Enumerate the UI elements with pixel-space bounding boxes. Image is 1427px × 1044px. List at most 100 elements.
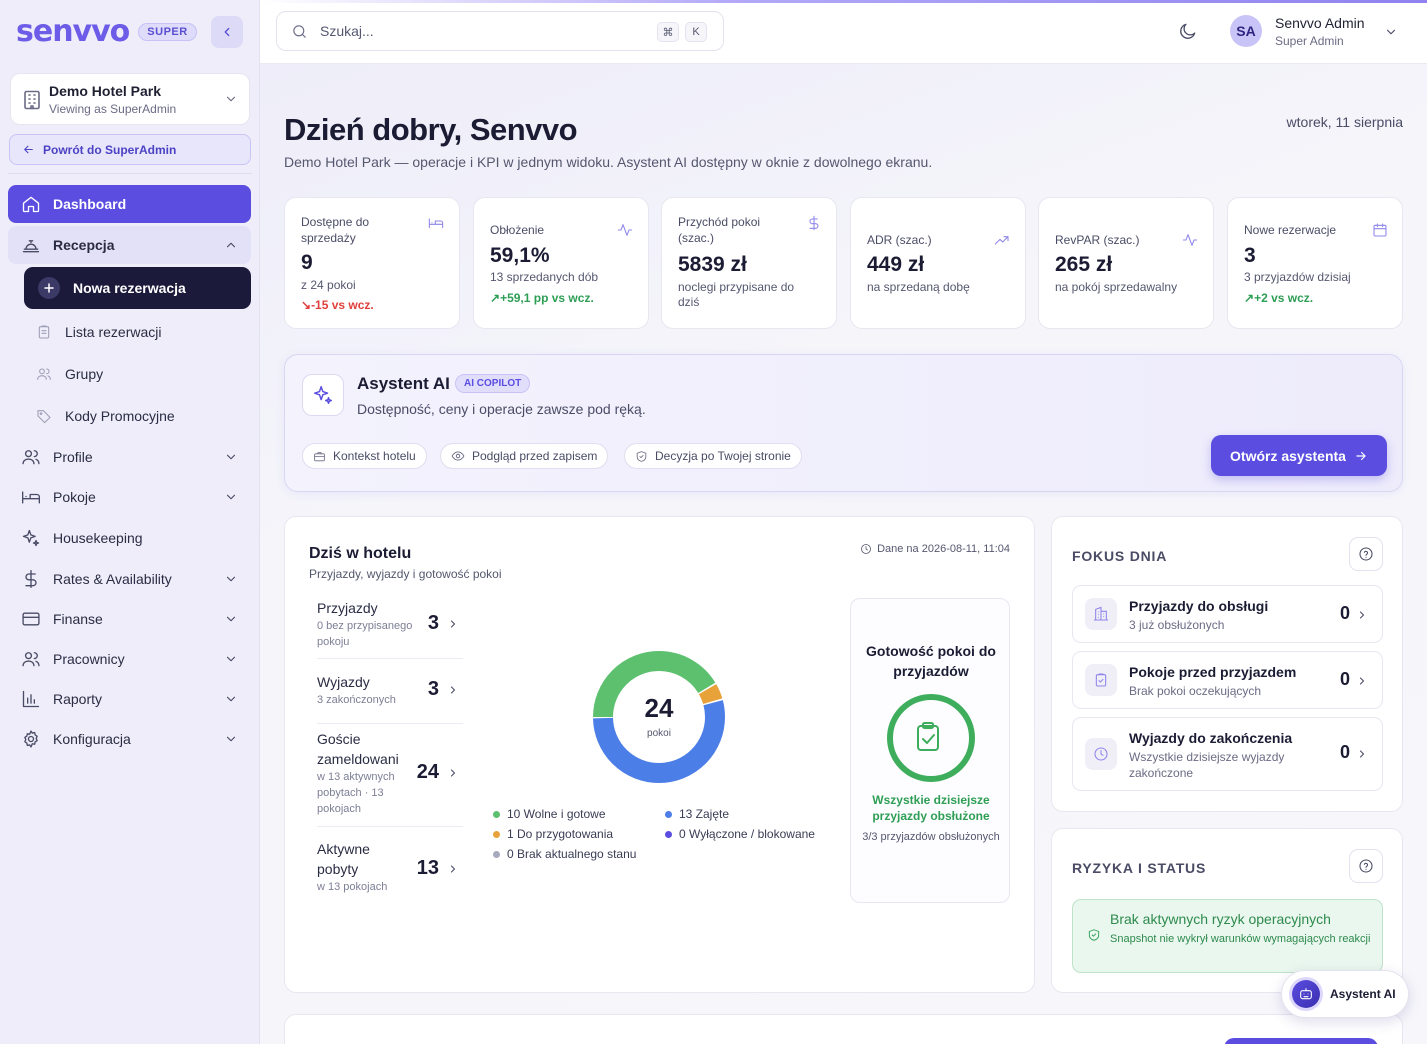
next-card-button[interactable] xyxy=(1224,1038,1378,1044)
focus-departures[interactable]: Wyjazdy do zakończenia Wszystkie dzisiej… xyxy=(1072,717,1383,791)
chevron-right-icon xyxy=(1359,611,1365,619)
help-button[interactable] xyxy=(1349,537,1383,571)
today-in-hotel-card: Dziś w hotelu Przyjazdy, wyjazdy i gotow… xyxy=(284,516,1035,993)
search-input[interactable]: Szukaj... ⌘ K xyxy=(276,11,724,51)
bed-icon xyxy=(22,491,40,504)
floating-assistant-button[interactable]: Asystent AI xyxy=(1281,970,1409,1018)
kpi-label: Obłożenie xyxy=(490,223,545,237)
clipboard-icon xyxy=(38,325,50,339)
calendar-icon xyxy=(1373,223,1387,237)
dollar-icon xyxy=(25,570,37,588)
kpi-value: 5839 zł xyxy=(678,253,747,276)
chevron-down-icon xyxy=(226,576,236,582)
hotel-switcher[interactable]: Demo Hotel Park Viewing as SuperAdmin xyxy=(10,73,250,125)
arrow-left-icon xyxy=(24,145,33,154)
hotel-viewing-as: Viewing as SuperAdmin xyxy=(49,102,177,116)
back-to-superadmin-label: Powrót do SuperAdmin xyxy=(43,142,177,157)
kpi-new-reservations[interactable]: Nowe rezerwacje 3 3 przyjazdów dzisiaj ↗… xyxy=(1227,197,1403,329)
ai-description: Dostępność, ceny i operacje zawsze pod r… xyxy=(357,401,646,417)
chevron-down-icon xyxy=(226,494,236,500)
nav-pokoje[interactable]: Pokoje xyxy=(8,478,251,516)
kpi-revpar[interactable]: RevPAR (szac.) 265 zł na pokój sprzedawa… xyxy=(1038,197,1214,329)
main-content: Dzień dobry, Senvvo Demo Hotel Park — op… xyxy=(260,64,1427,1044)
room-status-donut xyxy=(593,651,725,783)
arrow-right-icon xyxy=(1356,451,1366,460)
new-reservation-button[interactable]: Nowa rezerwacja xyxy=(24,267,251,309)
user-name[interactable]: Senvvo Admin xyxy=(1275,15,1365,31)
chip-preview: Podgląd przed zapisem xyxy=(440,443,609,469)
users-icon xyxy=(22,450,40,465)
moon-icon[interactable] xyxy=(1178,21,1198,41)
stat-checked-in-guests[interactable]: Goście zameldowani w 13 aktywnych pobyta… xyxy=(317,729,463,819)
shield-check-icon xyxy=(636,450,647,462)
kpi-available[interactable]: Dostępne do sprzedaży 9 z 24 pokoi ↘-15 … xyxy=(284,197,460,329)
activity-icon xyxy=(617,224,633,236)
nav-finanse[interactable]: Finanse xyxy=(8,600,251,638)
chevron-down-icon xyxy=(226,616,236,622)
collapse-sidebar-button[interactable] xyxy=(211,16,243,48)
room-readiness-card: Gotowość pokoi do przyjazdów Wszystkie d… xyxy=(850,598,1010,903)
nav-raporty[interactable]: Raporty xyxy=(8,680,251,718)
chevron-right-icon xyxy=(450,620,456,628)
nav-housekeeping-label: Housekeeping xyxy=(53,530,143,546)
nav-pokoje-label: Pokoje xyxy=(53,489,96,505)
chevron-right-icon xyxy=(1359,677,1365,685)
legend-blocked: 0 Wyłączone / blokowane xyxy=(665,827,815,841)
sparkles-icon xyxy=(22,529,40,547)
kpi-sub: z 24 pokoi xyxy=(301,278,356,292)
donut-slice-wolne-i-gotowe[interactable] xyxy=(593,651,725,783)
kpi-occupancy[interactable]: Obłożenie 59,1% 13 sprzedanych dób ↗+59,… xyxy=(473,197,649,329)
focus-rooms-before-arrival[interactable]: Pokoje przed przyjazdem Brak pokoi oczek… xyxy=(1072,651,1383,709)
nav-dashboard-label: Dashboard xyxy=(53,196,127,212)
ai-title: Asystent AI xyxy=(357,374,450,393)
open-assistant-button[interactable]: Otwórz asystenta xyxy=(1211,435,1387,476)
activity-icon xyxy=(1182,234,1198,246)
donut-slice-zajęte[interactable] xyxy=(593,651,725,783)
ai-copilot-badge: AI COPILOT xyxy=(455,374,531,393)
nav-housekeeping[interactable]: Housekeeping xyxy=(8,519,251,557)
hotel-name: Demo Hotel Park xyxy=(49,83,162,99)
divider xyxy=(317,826,463,827)
focus-of-day-card: FOKUS DNIA Przyjazdy do obsługi 3 już ob… xyxy=(1051,516,1403,812)
kpi-value: 265 zł xyxy=(1055,253,1113,276)
nav-konfiguracja[interactable]: Konfiguracja xyxy=(8,720,251,758)
bot-icon xyxy=(1292,980,1320,1008)
stat-arrivals[interactable]: Przyjazdy 0 bez przypisanego pokoju 3 xyxy=(317,598,463,650)
nav-recepcja[interactable]: Recepcja xyxy=(8,226,251,264)
nav-reservation-list[interactable]: Lista rezerwacji xyxy=(36,314,161,350)
readiness-count: 3/3 przyjazdów obsłużonych xyxy=(862,831,1000,843)
bell-icon xyxy=(22,240,40,253)
focus-arrivals[interactable]: Przyjazdy do obsługi 3 już obsłużonych 0 xyxy=(1072,585,1383,643)
nav-profile[interactable]: Profile xyxy=(8,438,251,476)
stat-departures[interactable]: Wyjazdy 3 zakończonych 3 xyxy=(317,672,463,712)
kpi-value: 9 xyxy=(301,251,313,274)
help-circle-icon xyxy=(1359,547,1373,561)
gear-icon xyxy=(24,730,38,748)
kpi-room-revenue[interactable]: Przychód pokoi (szac.) 5839 zł noclegi p… xyxy=(661,197,837,329)
kpi-delta: ↗+59,1 pp vs wcz. xyxy=(490,291,594,305)
kpi-value: 3 xyxy=(1244,244,1256,267)
kpi-adr[interactable]: ADR (szac.) 449 zł na sprzedaną dobę xyxy=(850,197,1026,329)
stat-value: 13 xyxy=(416,857,439,879)
bed-icon xyxy=(428,218,444,229)
nav-rates-availability[interactable]: Rates & Availability xyxy=(8,560,251,598)
kpi-sub: na pokój sprzedawalny xyxy=(1055,280,1178,294)
stat-active-stays[interactable]: Aktywne pobyty w 13 pokojach 13 xyxy=(317,839,463,895)
chevron-down-icon[interactable] xyxy=(1384,25,1398,39)
avatar[interactable]: SA xyxy=(1230,15,1262,47)
donut-label: pokoi xyxy=(647,728,671,739)
nav-promo-codes[interactable]: Kody Promocyjne xyxy=(36,398,175,434)
logo[interactable]: senvvo xyxy=(16,14,130,49)
clock-icon xyxy=(1085,738,1117,770)
risk-title: RYZYKA I STATUS xyxy=(1072,860,1207,876)
nav-dashboard[interactable]: Dashboard xyxy=(8,185,251,223)
nav-pracownicy[interactable]: Pracownicy xyxy=(8,640,251,678)
back-to-superadmin-button[interactable]: Powrót do SuperAdmin xyxy=(9,134,251,165)
floating-assistant-label: Asystent AI xyxy=(1330,987,1396,1001)
help-button[interactable] xyxy=(1349,849,1383,883)
nav-groups[interactable]: Grupy xyxy=(36,356,103,392)
page-subtitle: Demo Hotel Park — operacje i KPI w jedny… xyxy=(284,154,933,170)
credit-card-icon xyxy=(22,612,40,626)
plus-icon xyxy=(38,277,60,299)
chevron-down-icon xyxy=(226,696,236,702)
